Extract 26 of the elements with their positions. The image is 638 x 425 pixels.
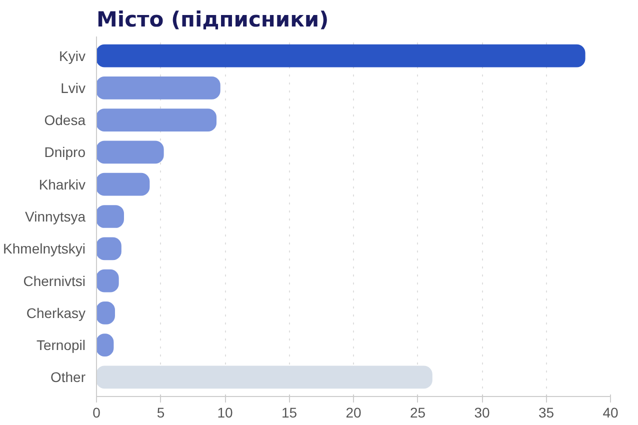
x-tick-label: 40 bbox=[602, 404, 618, 420]
chart-title: Місто (підписники) bbox=[96, 8, 329, 32]
x-tick-label: 25 bbox=[410, 404, 426, 420]
x-tick-label: 0 bbox=[92, 404, 101, 420]
x-tick-label: 15 bbox=[281, 404, 298, 420]
bar bbox=[96, 172, 150, 196]
x-tick-label: 10 bbox=[217, 404, 233, 420]
y-tick-label: Ternopil bbox=[36, 337, 86, 354]
x-tick-label: 5 bbox=[156, 404, 165, 420]
y-tick-label: Khmelnytskyi bbox=[3, 240, 86, 257]
x-tick-label: 20 bbox=[346, 404, 362, 420]
x-tick-label: 35 bbox=[538, 404, 554, 420]
y-tick-label: Vinnytsya bbox=[25, 208, 86, 224]
y-tick-label: Odesa bbox=[44, 112, 86, 128]
bar bbox=[96, 76, 220, 100]
bar bbox=[96, 140, 164, 164]
y-tick-label: Chernivtsi bbox=[23, 272, 86, 289]
y-tick-label: Kharkiv bbox=[38, 176, 86, 192]
y-tick-label: Cherkasy bbox=[26, 304, 86, 321]
y-tick-label: Lviv bbox=[60, 80, 86, 96]
bar bbox=[96, 44, 586, 68]
bar bbox=[96, 108, 217, 132]
y-tick-label: Other bbox=[50, 369, 86, 386]
x-tick-label: 30 bbox=[474, 404, 490, 420]
y-tick-label: Dnipro bbox=[44, 144, 86, 160]
y-tick-label: Kyiv bbox=[59, 48, 86, 64]
